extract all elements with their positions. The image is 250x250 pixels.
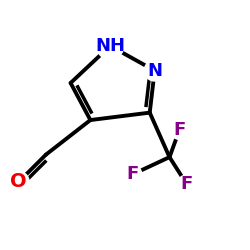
Text: F: F [181, 175, 193, 193]
Text: F: F [126, 166, 138, 184]
Text: O: O [10, 172, 27, 191]
Text: F: F [173, 121, 186, 139]
Circle shape [170, 120, 189, 139]
Circle shape [178, 175, 196, 194]
Circle shape [144, 60, 165, 81]
Text: NH: NH [95, 37, 125, 55]
Text: N: N [147, 62, 162, 80]
Circle shape [8, 172, 29, 192]
Circle shape [123, 165, 142, 184]
Circle shape [96, 32, 124, 60]
